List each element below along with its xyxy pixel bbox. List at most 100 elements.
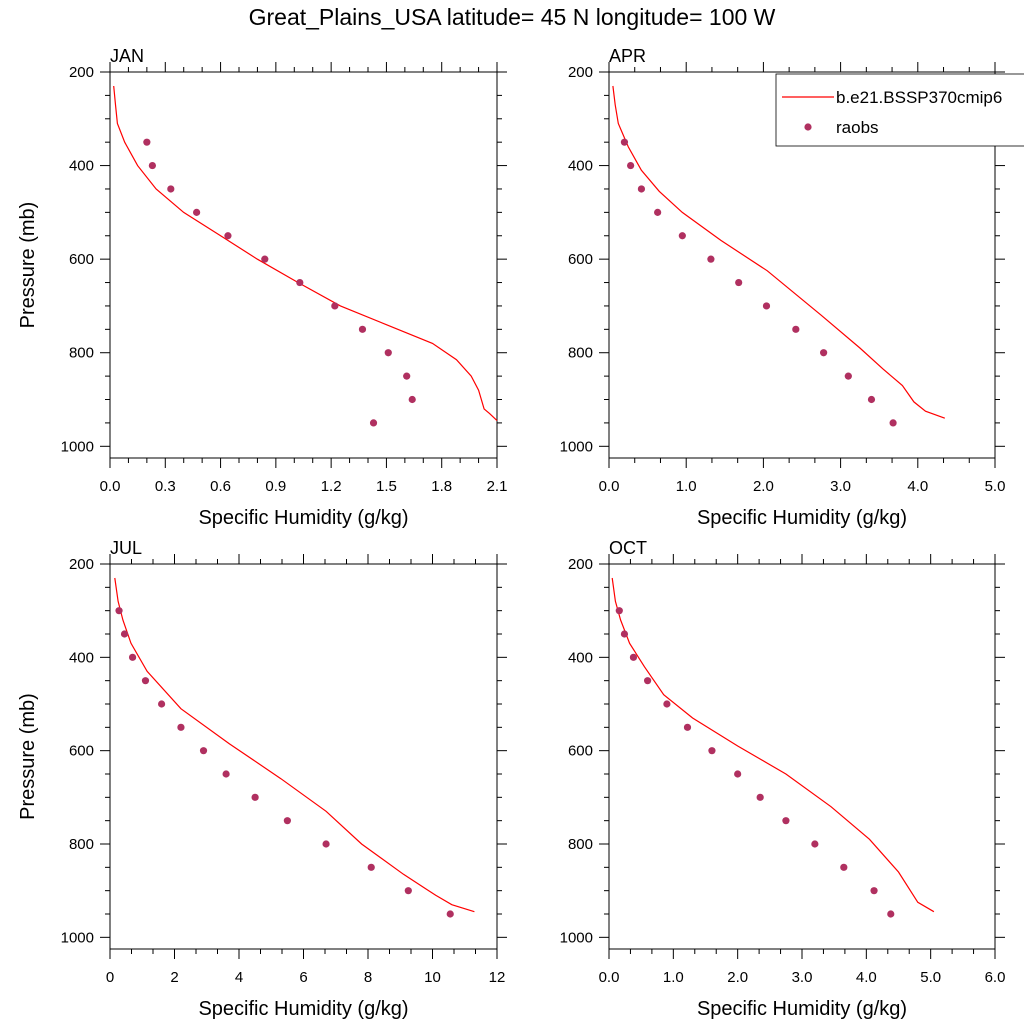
y-tick-label: 200 <box>69 64 94 81</box>
x-tick-label: 10 <box>424 969 441 986</box>
x-tick-label: 2.1 <box>487 478 508 495</box>
raobs-point <box>762 302 771 310</box>
x-tick-label: 3.0 <box>830 478 851 495</box>
raobs-point <box>224 232 232 240</box>
panel-label: JAN <box>110 46 144 66</box>
raobs-point <box>620 138 629 146</box>
panel-jul: JUL 0 2 4 6 8 10 12 200 400 600 800 1000 Specific Hum… <box>17 538 507 1020</box>
x-tick-label: 2 <box>170 969 178 986</box>
y-axis-label: Pressure (mb) <box>17 693 39 820</box>
y-tick-label: 1000 <box>61 438 94 455</box>
raobs-point <box>811 840 819 848</box>
x-tick-label: 1.2 <box>321 478 342 495</box>
model-line <box>113 85 498 422</box>
model-line <box>612 85 946 419</box>
raobs-point <box>141 677 150 685</box>
y-tick-label: 800 <box>568 345 593 362</box>
raobs-point <box>683 723 692 731</box>
x-tick-label: 2.0 <box>727 969 748 986</box>
raobs-point <box>840 863 848 871</box>
x-tick-label: 6 <box>299 969 307 986</box>
x-tick-label: 1.8 <box>431 478 452 495</box>
raobs-point <box>629 653 638 661</box>
raobs-point <box>331 302 339 310</box>
x-tick-label: 8 <box>364 969 372 986</box>
raobs-point <box>177 723 185 731</box>
x-axis-label: Specific Humidity (g/kg) <box>697 998 907 1020</box>
raobs-point <box>637 185 646 193</box>
y-tick-label: 400 <box>69 158 94 175</box>
y-tick-label: 1000 <box>560 438 593 455</box>
raobs-point <box>708 747 716 755</box>
raobs-point <box>158 700 166 708</box>
x-tick-label: 0.9 <box>265 478 286 495</box>
raobs-point <box>792 325 800 333</box>
x-tick-label: 0.0 <box>599 478 620 495</box>
raobs-point <box>889 419 897 427</box>
x-tick-label: 2.0 <box>753 478 774 495</box>
raobs-point <box>193 208 201 216</box>
legend-raobs-marker <box>804 123 812 131</box>
raobs-point <box>148 161 156 170</box>
raobs-point <box>408 395 416 404</box>
legend-model-label: b.e21.BSSP370cmip6 <box>836 88 1002 107</box>
x-tick-label: 4.0 <box>907 478 928 495</box>
y-tick-label: 600 <box>69 251 94 268</box>
x-tick-label: 5.0 <box>920 969 941 986</box>
raobs-point <box>358 325 367 333</box>
y-tick-label: 400 <box>568 158 593 175</box>
raobs-point <box>735 278 743 287</box>
legend-box <box>775 73 1024 147</box>
raobs-point <box>644 677 652 685</box>
raobs-point <box>143 138 151 146</box>
x-tick-label: 0.0 <box>100 478 121 495</box>
legend: b.e21.BSSP370cmip6 raobs <box>775 73 1024 147</box>
raobs-point <box>384 349 392 357</box>
raobs-point <box>367 863 375 871</box>
raobs-point <box>128 653 137 661</box>
plot-frame <box>109 563 498 950</box>
raobs-point <box>404 887 412 895</box>
plot-frame <box>608 71 996 459</box>
raobs-point <box>615 607 623 615</box>
x-tick-label: 1.5 <box>376 478 397 495</box>
x-tick-label: 1.0 <box>676 478 697 495</box>
y-tick-label: 1000 <box>560 929 593 946</box>
y-tick-label: 200 <box>69 556 94 573</box>
raobs-point <box>199 747 208 755</box>
raobs-point <box>620 630 629 638</box>
y-tick-label: 400 <box>568 649 593 666</box>
panel-label: OCT <box>609 538 647 558</box>
raobs-point <box>654 208 662 216</box>
y-tick-label: 800 <box>69 345 94 362</box>
y-tick-label: 1000 <box>61 929 94 946</box>
model-line <box>114 577 475 913</box>
raobs-point <box>627 161 635 170</box>
panel-jan: JAN 0.0 0.3 0.6 0.9 1.2 1.5 1.8 2.1 200 400 600 800 1… <box>17 46 507 529</box>
raobs-point <box>734 770 742 778</box>
y-tick-label: 600 <box>568 251 593 268</box>
raobs-point <box>369 419 378 427</box>
figure-title: Great_Plains_USA latitude= 45 N longitud… <box>248 4 776 30</box>
raobs-point <box>283 817 291 825</box>
legend-raobs-label: raobs <box>836 118 879 137</box>
x-tick-label: 4 <box>235 969 243 986</box>
y-axis-label: Pressure (mb) <box>17 202 39 329</box>
panel-apr: APR 0.0 1.0 2.0 3.0 4.0 5.0 200 400 600 800 1000 Spe… <box>560 46 1006 529</box>
x-axis-label: Specific Humidity (g/kg) <box>198 998 408 1020</box>
raobs-point <box>663 700 671 708</box>
raobs-point <box>167 185 175 193</box>
raobs-point <box>782 817 790 825</box>
y-tick-label: 800 <box>568 836 593 853</box>
y-tick-label: 200 <box>568 556 593 573</box>
raobs-point <box>867 395 876 404</box>
panel-label: JUL <box>110 538 142 558</box>
raobs-point <box>887 910 895 918</box>
x-tick-label: 1.0 <box>663 969 684 986</box>
raobs-point <box>446 910 454 918</box>
y-tick-label: 400 <box>69 649 94 666</box>
x-tick-label: 3.0 <box>792 969 813 986</box>
raobs-point <box>120 630 129 638</box>
x-tick-label: 0 <box>106 969 114 986</box>
